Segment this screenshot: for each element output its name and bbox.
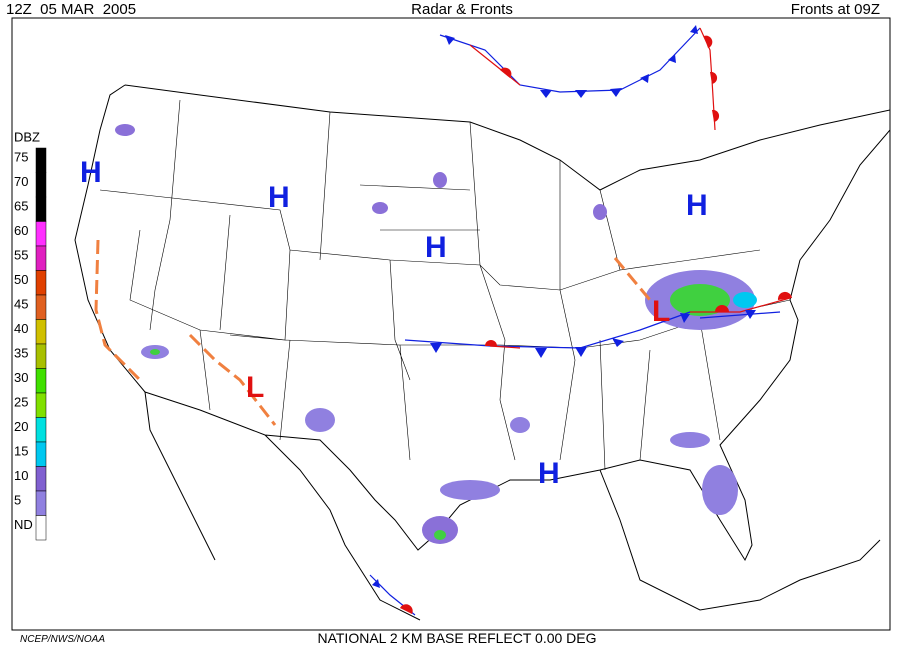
legend-label: 45 <box>14 296 28 311</box>
radar-echo <box>305 408 335 432</box>
legend-swatch <box>35 441 47 467</box>
legend: DBZ 75 70 65 60 55 50 45 40 35 30 25 20 15 10 5 ND <box>14 129 47 541</box>
pressure-centers: H H H H H L L <box>80 156 708 490</box>
high-center: H <box>80 156 102 189</box>
legend-label: 10 <box>14 468 28 483</box>
radar-echo <box>150 349 160 355</box>
radar-echo <box>593 204 607 220</box>
legend-label: ND <box>14 517 33 532</box>
legend-swatch <box>35 221 47 247</box>
map-frame <box>11 17 891 631</box>
legend-swatch <box>35 515 47 541</box>
legend-swatch <box>35 466 47 492</box>
cold-front <box>699 311 781 319</box>
front-bumps <box>400 604 413 614</box>
cold-front <box>439 27 701 93</box>
high-center: H <box>686 189 708 222</box>
legend-swatch <box>35 490 47 516</box>
legend-label: 15 <box>14 443 28 458</box>
map-title: Radar & Fronts <box>411 1 513 18</box>
warm-front <box>690 297 791 313</box>
legend-label: 35 <box>14 345 28 360</box>
legend-swatch <box>35 319 47 345</box>
legend-swatch <box>35 270 47 296</box>
radar-echoes <box>115 124 757 544</box>
low-center: L <box>246 371 264 404</box>
legend-label: 30 <box>14 370 28 385</box>
legend-label: 70 <box>14 174 28 189</box>
legend-swatch <box>35 343 47 369</box>
legend-swatch <box>35 417 47 443</box>
legend-label: 5 <box>14 492 21 507</box>
legend-label: 75 <box>14 149 28 164</box>
high-center: H <box>425 231 447 264</box>
radar-echo <box>434 530 446 540</box>
state-borders <box>99 99 791 471</box>
legend-label: 60 <box>14 223 28 238</box>
legend-label: 55 <box>14 247 28 262</box>
radar-echo <box>670 432 710 448</box>
legend-label: 25 <box>14 394 28 409</box>
low-center: L <box>652 295 670 328</box>
radar-echo <box>440 480 500 500</box>
legend-swatch <box>35 172 47 198</box>
legend-swatch <box>35 294 47 320</box>
radar-echo <box>115 124 135 136</box>
legend-swatch <box>35 147 47 173</box>
legend-label: 40 <box>14 321 28 336</box>
legend-swatch <box>35 196 47 222</box>
legend-label: 65 <box>14 198 28 213</box>
valid-time: 12Z 05 MAR 2005 <box>6 1 136 18</box>
legend-swatch <box>35 368 47 394</box>
troughs <box>94 239 652 426</box>
high-center: H <box>538 457 560 490</box>
high-center: H <box>268 181 290 214</box>
radar-echo <box>702 465 738 515</box>
credit: NCEP/NWS/NOAA <box>20 634 105 645</box>
fronts <box>94 25 792 616</box>
front-barbs <box>372 579 380 588</box>
warm-front <box>489 345 521 349</box>
legend-label: 20 <box>14 419 28 434</box>
radar-echo <box>670 284 730 316</box>
legend-title: DBZ <box>14 129 40 144</box>
fronts-time: Fronts at 09Z <box>791 1 880 18</box>
radar-echo <box>372 202 388 214</box>
radar-echo <box>433 172 447 188</box>
legend-swatch <box>35 392 47 418</box>
radar-echo <box>733 292 757 308</box>
product-name: NATIONAL 2 KM BASE REFLECT 0.00 DEG <box>317 630 596 646</box>
legend-label: 50 <box>14 272 28 287</box>
warm-front <box>469 44 521 86</box>
legend-swatch <box>35 245 47 271</box>
radar-echo <box>510 417 530 433</box>
